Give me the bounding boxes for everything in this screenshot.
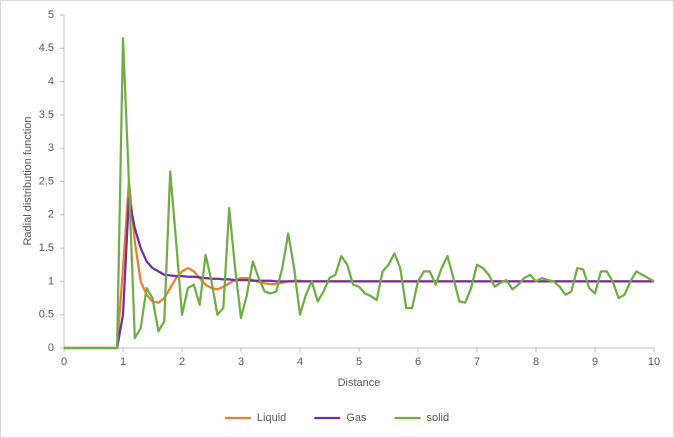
y-tick-label: 2	[48, 209, 54, 221]
y-tick-label: 1.5	[39, 242, 54, 254]
x-tick-label: 7	[474, 356, 480, 368]
x-tick-label: 6	[415, 356, 421, 368]
y-tick-label: 1	[48, 275, 54, 287]
x-axis-title: Distance	[338, 377, 381, 389]
x-tick-label: 2	[179, 356, 185, 368]
y-tick-label: 5	[48, 9, 54, 21]
legend-label: solid	[426, 412, 449, 424]
y-tick-label: 4	[48, 76, 54, 88]
y-tick-label: 0.5	[39, 309, 54, 321]
series-line	[64, 37, 655, 350]
series-line	[64, 197, 654, 350]
x-tick-label: 9	[592, 356, 598, 368]
y-tick-label: 4.5	[39, 42, 54, 54]
x-tick-label: 8	[533, 356, 539, 368]
x-tick-label: 0	[61, 356, 67, 368]
x-tick-label: 5	[356, 356, 362, 368]
x-tick-label: 10	[648, 356, 660, 368]
y-tick-label: 3.5	[39, 109, 54, 121]
y-axis-title: Radial distribution function	[22, 116, 34, 245]
y-tick-label: 3	[48, 142, 54, 154]
legend-label: Liquid	[257, 412, 286, 424]
x-tick-label: 3	[238, 356, 244, 368]
x-tick-label: 4	[297, 356, 303, 368]
legend-label: Gas	[346, 412, 367, 424]
y-tick-label: 2.5	[39, 175, 54, 187]
x-tick-label: 1	[120, 356, 126, 368]
y-tick-label: 0	[48, 342, 54, 354]
